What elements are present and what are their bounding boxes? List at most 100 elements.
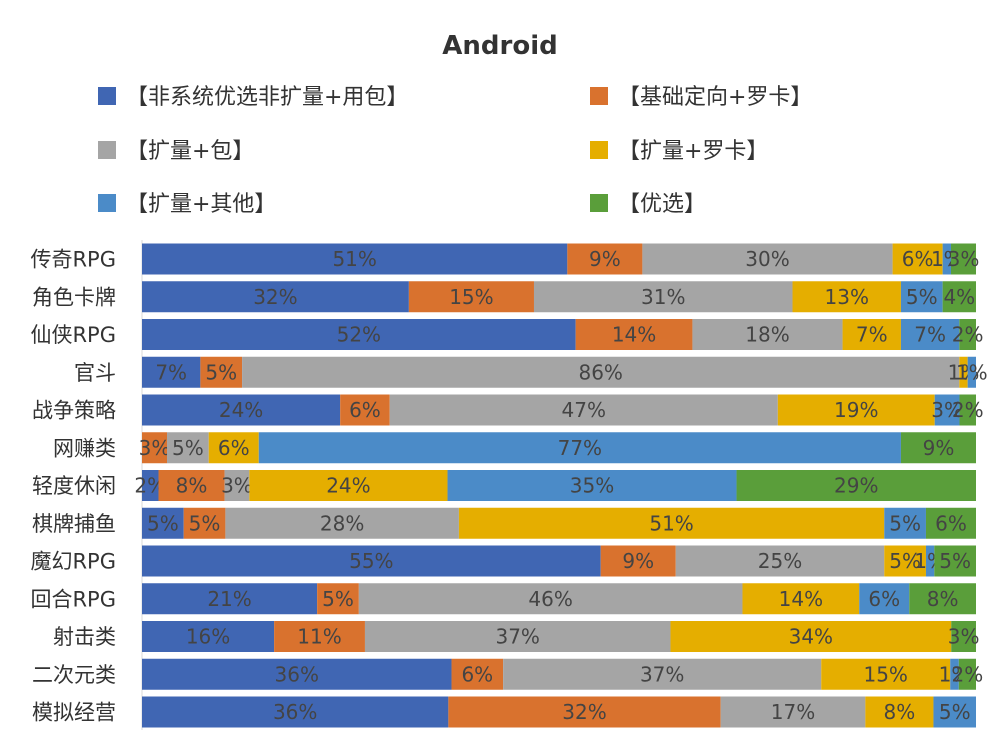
data-label: 6% bbox=[935, 511, 967, 535]
bar-segment bbox=[933, 696, 976, 728]
data-label: 13% bbox=[825, 285, 869, 309]
bar-segment bbox=[224, 470, 250, 501]
data-label: 5% bbox=[939, 700, 971, 724]
bar-segment bbox=[720, 696, 866, 728]
bar-segment bbox=[317, 583, 359, 615]
data-label: 2% bbox=[952, 662, 984, 686]
legend-swatch bbox=[98, 87, 116, 105]
bar-segment bbox=[900, 281, 943, 313]
bar-segment bbox=[142, 281, 409, 313]
legend-swatch bbox=[98, 141, 116, 159]
bar-segment bbox=[736, 470, 976, 501]
legend-entry: 【基础定向+罗卡】 bbox=[618, 85, 812, 110]
bar-segment bbox=[142, 583, 318, 615]
bar-segment bbox=[158, 470, 225, 501]
data-label: 52% bbox=[337, 323, 381, 347]
bar-segment bbox=[642, 243, 893, 275]
data-label: 32% bbox=[562, 700, 606, 724]
legend-swatch bbox=[590, 194, 608, 212]
bar-segment bbox=[142, 356, 201, 388]
data-label: 8% bbox=[176, 474, 208, 498]
bar-segment bbox=[925, 545, 935, 577]
bar-segment bbox=[142, 621, 275, 652]
data-label: 5% bbox=[147, 511, 179, 535]
bar-segment bbox=[274, 621, 365, 652]
data-label: 5% bbox=[906, 285, 938, 309]
bar-segment bbox=[777, 394, 935, 426]
category-label: 角色卡牌 bbox=[32, 285, 116, 309]
data-label: 16% bbox=[186, 625, 230, 649]
bar-segment bbox=[670, 621, 952, 652]
data-label: 36% bbox=[275, 662, 319, 686]
data-label: 25% bbox=[758, 549, 802, 573]
category-label: 网赚类 bbox=[53, 436, 116, 460]
bar-segment bbox=[950, 658, 959, 690]
data-label: 34% bbox=[789, 625, 833, 649]
bar-segment bbox=[142, 658, 452, 690]
legend-swatch bbox=[590, 141, 608, 159]
category-label: 回合RPG bbox=[30, 587, 116, 611]
bar-segment bbox=[167, 432, 209, 464]
data-label: 5% bbox=[189, 511, 221, 535]
bar-segment bbox=[575, 319, 693, 350]
bar-segment bbox=[958, 658, 976, 690]
data-label: 5% bbox=[205, 360, 237, 384]
data-label: 30% bbox=[745, 247, 789, 271]
bar-segment bbox=[258, 432, 901, 464]
bar-segment bbox=[742, 583, 860, 615]
bar-segment bbox=[675, 545, 885, 577]
bar-segment bbox=[934, 394, 960, 426]
bar-segment bbox=[692, 319, 843, 350]
data-label: 3% bbox=[139, 436, 171, 460]
bar-segment bbox=[142, 545, 601, 577]
data-label: 31% bbox=[641, 285, 685, 309]
bar-segment bbox=[249, 470, 448, 501]
bar-segment bbox=[950, 243, 976, 275]
data-label: 6% bbox=[461, 662, 493, 686]
data-label: 77% bbox=[558, 436, 602, 460]
bar-segment bbox=[142, 470, 159, 501]
data-label: 17% bbox=[771, 700, 815, 724]
legend-entry: 【扩量+其他】 bbox=[126, 192, 276, 217]
bar-segment bbox=[909, 583, 976, 615]
bar-segment bbox=[821, 658, 951, 690]
bar-segment bbox=[503, 658, 822, 690]
bar-segment bbox=[859, 583, 910, 615]
data-label: 14% bbox=[779, 587, 823, 611]
data-label: 7% bbox=[914, 323, 946, 347]
bar-segment bbox=[865, 696, 934, 728]
data-label: 24% bbox=[326, 474, 370, 498]
data-label: 6% bbox=[868, 587, 900, 611]
bar-segment bbox=[900, 432, 976, 464]
data-label: 3% bbox=[948, 625, 980, 649]
bar-segment bbox=[142, 507, 184, 539]
legend-entry: 【扩量+包】 bbox=[126, 139, 254, 164]
data-label: 46% bbox=[528, 587, 572, 611]
bar-segment bbox=[792, 281, 901, 313]
bar-segment bbox=[183, 507, 226, 539]
category-label: 魔幻RPG bbox=[30, 550, 116, 574]
data-label: 9% bbox=[622, 549, 654, 573]
data-label: 29% bbox=[834, 474, 878, 498]
bar-segment bbox=[600, 545, 676, 577]
data-label: 2% bbox=[952, 398, 984, 422]
data-label: 9% bbox=[589, 247, 621, 271]
data-label: 5% bbox=[322, 587, 354, 611]
data-label: 1% bbox=[956, 360, 988, 384]
data-label: 51% bbox=[649, 511, 693, 535]
category-label: 射击类 bbox=[53, 625, 116, 649]
bar-segment bbox=[959, 394, 976, 426]
bar-segment bbox=[533, 281, 793, 313]
bar-segment bbox=[242, 356, 960, 388]
bar-segment bbox=[364, 621, 671, 652]
bar-segment bbox=[884, 507, 926, 539]
data-label: 6% bbox=[218, 436, 250, 460]
data-label: 14% bbox=[612, 323, 656, 347]
bar-segment bbox=[408, 281, 534, 313]
bar-segment bbox=[959, 319, 976, 350]
data-label: 37% bbox=[640, 662, 684, 686]
data-label: 3% bbox=[221, 474, 253, 498]
category-label: 棋牌捕鱼 bbox=[32, 512, 116, 536]
legend-entry: 【非系统优选非扩量+用包】 bbox=[126, 85, 408, 110]
data-label: 86% bbox=[578, 360, 622, 384]
